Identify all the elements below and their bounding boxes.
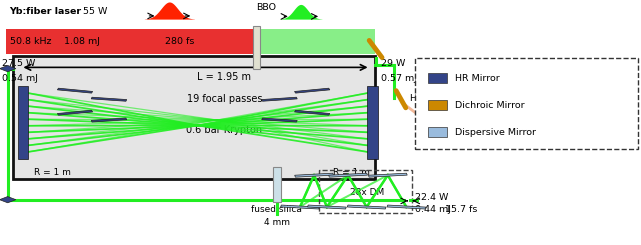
Bar [273, 167, 281, 202]
Polygon shape [387, 205, 426, 209]
Text: 19 focal passes: 19 focal passes [187, 94, 262, 104]
Bar [415, 58, 638, 149]
Text: 50.8 kHz: 50.8 kHz [10, 37, 51, 46]
Text: 55 W: 55 W [83, 7, 108, 15]
Polygon shape [369, 173, 407, 177]
Polygon shape [294, 88, 330, 93]
Bar [367, 86, 378, 159]
Text: HWP: HWP [410, 94, 432, 102]
Text: Dispersive Mirror: Dispersive Mirror [455, 128, 536, 137]
Polygon shape [262, 97, 297, 101]
Bar [13, 56, 375, 179]
Polygon shape [281, 205, 319, 209]
Text: 240 fs: 240 fs [292, 37, 321, 46]
Text: 0.6 bar Krypton: 0.6 bar Krypton [187, 125, 262, 135]
Text: 29 W: 29 W [381, 59, 405, 68]
Polygon shape [329, 173, 367, 177]
Bar [428, 127, 447, 137]
Text: R = 1 m: R = 1 m [333, 168, 370, 177]
Polygon shape [0, 65, 16, 72]
Text: 0.54 mJ: 0.54 mJ [2, 74, 38, 83]
Text: fused silica: fused silica [251, 205, 303, 214]
Text: BBO: BBO [256, 3, 276, 12]
Text: 27.5 W: 27.5 W [2, 59, 35, 68]
Text: Yb:fiber laser: Yb:fiber laser [10, 7, 82, 15]
Text: HR Mirror: HR Mirror [455, 74, 500, 83]
Text: 15.7 fs: 15.7 fs [445, 205, 478, 214]
Text: 0.57 mJ: 0.57 mJ [381, 74, 417, 83]
Polygon shape [57, 110, 93, 115]
Text: R = 1 m: R = 1 m [34, 168, 71, 177]
Polygon shape [347, 205, 386, 209]
Text: 280 fs: 280 fs [165, 37, 195, 46]
Text: 22.4 W: 22.4 W [415, 193, 449, 202]
Text: 1.08 mJ: 1.08 mJ [64, 37, 100, 46]
Bar [428, 74, 447, 83]
Bar [253, 26, 260, 69]
Bar [428, 100, 447, 110]
Polygon shape [262, 118, 297, 122]
Text: 4 mm: 4 mm [264, 219, 290, 227]
Bar [253, 29, 375, 54]
Polygon shape [295, 173, 333, 177]
Text: 0.44 mJ: 0.44 mJ [415, 205, 451, 214]
Text: L = 1.95 m: L = 1.95 m [197, 72, 251, 82]
Bar [18, 86, 28, 159]
Polygon shape [294, 110, 330, 115]
Polygon shape [91, 97, 127, 101]
Text: Dichroic Mirror: Dichroic Mirror [455, 101, 525, 110]
Bar [319, 170, 412, 213]
Polygon shape [308, 205, 346, 209]
Text: 28x DM: 28x DM [349, 188, 384, 197]
Polygon shape [57, 88, 93, 93]
Polygon shape [0, 196, 16, 203]
Polygon shape [91, 118, 127, 122]
Bar [6, 29, 365, 54]
